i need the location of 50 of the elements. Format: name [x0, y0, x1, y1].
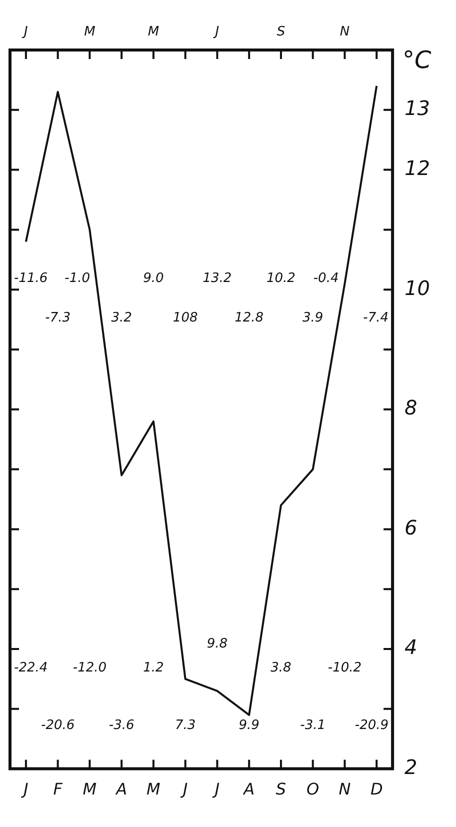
- x-tick-label: A: [242, 780, 255, 799]
- y-tick-label: 4: [404, 635, 418, 660]
- annotation: 12.8: [234, 310, 264, 326]
- annotation: -10.2: [328, 660, 362, 676]
- annotation: 9.0: [143, 270, 164, 286]
- x-tick-label: D: [370, 780, 383, 799]
- x-tick-label: J: [212, 780, 220, 799]
- y-tick-label: 13: [404, 96, 430, 120]
- y-tick-label: 10: [404, 276, 430, 300]
- x-tick-label: S: [276, 780, 286, 799]
- x-tick-label: M: [146, 780, 161, 799]
- annotation: 108: [172, 310, 198, 326]
- annotation: -7.4: [363, 310, 389, 326]
- annotation: -12.0: [72, 660, 107, 676]
- annotation: 3.9: [302, 310, 324, 326]
- y-tick-label: 2: [404, 755, 418, 780]
- x-tick-label: O: [306, 780, 320, 799]
- category-label: J: [24, 24, 28, 40]
- x-tick-label: M: [82, 780, 97, 799]
- annotation: -3.6: [108, 718, 134, 734]
- annotation: -3.1: [300, 718, 326, 734]
- annotation: -1.0: [64, 270, 90, 286]
- annotation: 10.2: [266, 270, 296, 286]
- annotation: 7.3: [174, 718, 196, 734]
- category-label: S: [276, 24, 286, 40]
- annotation: -11.6: [14, 270, 48, 286]
- y-axis-title: °C: [402, 46, 432, 74]
- x-tick-label: N: [338, 780, 351, 799]
- y-tick-label: 12: [404, 156, 430, 180]
- category-label: M: [148, 24, 160, 40]
- annotation: 1.2: [143, 660, 164, 676]
- annotation: -0.4: [313, 270, 339, 286]
- annotation: -22.4: [14, 660, 48, 676]
- annotation: 9.8: [206, 636, 228, 652]
- annotation: 9.9: [238, 718, 260, 734]
- x-tick-label: A: [115, 780, 128, 799]
- y-tick-label: 6: [404, 515, 418, 540]
- y-tick-label: 8: [404, 396, 418, 420]
- x-tick-label: F: [53, 780, 64, 799]
- annotation: 3.2: [111, 310, 132, 326]
- annotation: 3.8: [270, 660, 292, 676]
- category-label: M: [84, 24, 96, 40]
- category-label: J: [215, 24, 220, 40]
- annotation: -7.3: [45, 310, 71, 326]
- annotation: 13.2: [202, 270, 232, 286]
- annotation: -20.6: [41, 718, 75, 734]
- x-tick-label: J: [180, 780, 188, 799]
- annotation: -20.9: [354, 718, 389, 734]
- x-tick-label: J: [20, 780, 29, 799]
- category-label: N: [340, 24, 350, 40]
